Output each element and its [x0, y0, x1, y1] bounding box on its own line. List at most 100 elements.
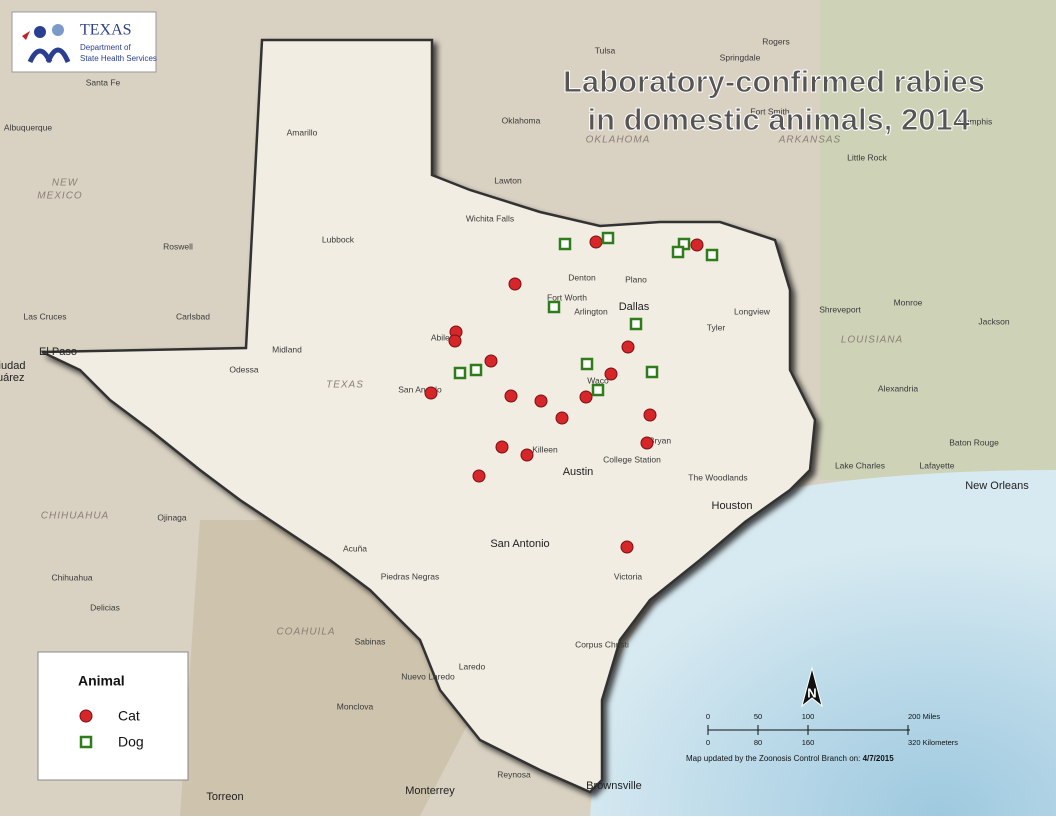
place-label: Abilene [431, 332, 460, 342]
cat-case [495, 440, 509, 454]
place-label: Monterrey [405, 785, 455, 797]
place-label: New Orleans [965, 480, 1029, 492]
cat-case [621, 340, 635, 354]
place-label: Victoria [614, 571, 642, 581]
place-label: San Angelo [398, 384, 442, 394]
place-label: Juárez [0, 372, 25, 384]
place-label: Monclova [337, 701, 374, 711]
logo-title: TEXAS [80, 22, 132, 39]
scale-label-miles: 0 [706, 712, 710, 721]
logo-figure [52, 24, 64, 36]
cat-case [579, 390, 593, 404]
logo-line: Department of [80, 43, 131, 52]
texas-outline [41, 38, 817, 794]
place-label: Plano [625, 274, 647, 284]
cat-case [690, 238, 704, 252]
cat-case [604, 367, 618, 381]
place-label: El Paso [39, 346, 77, 358]
place-label: COAHUILA [276, 627, 335, 638]
credit-text: Map updated by the Zoonosis Control Bran… [686, 754, 860, 763]
place-label: Jackson [978, 316, 1009, 326]
place-label: Lafayette [920, 460, 955, 470]
logo-star [22, 31, 30, 40]
place-label: Baton Rouge [949, 437, 999, 447]
place-label: Waco [587, 375, 609, 385]
place-labels: Santa Fe Albuquerque NEW MEXICO Roswell Las C… [0, 36, 1029, 803]
logo-line: State Health Services [80, 54, 157, 63]
place-label: Reynosa [497, 769, 531, 779]
cat-case [555, 411, 569, 425]
place-label: Austin [563, 466, 594, 478]
scale-label-miles: 200 Miles [908, 712, 940, 721]
cat-case [472, 469, 486, 483]
place-label: Little Rock [847, 152, 887, 162]
place-label: Ojinaga [157, 512, 187, 522]
place-label: Brownsville [586, 780, 642, 792]
place-label: Midland [272, 344, 302, 354]
place-label: Chihuahua [51, 572, 92, 582]
place-label: Tulsa [595, 45, 616, 55]
legend-cat-symbol [79, 709, 93, 723]
credit-date: 4/7/2015 [863, 754, 895, 763]
place-label: ARKANSAS [778, 135, 841, 146]
place-label: Arlington [574, 306, 608, 316]
place-label: Lubbock [322, 234, 355, 244]
scale-label-km: 320 Kilometers [908, 738, 958, 747]
place-label: Dallas [619, 301, 650, 313]
dog-case [645, 365, 659, 379]
dog-case [469, 363, 483, 377]
place-label: Torreon [206, 791, 243, 803]
logo-figure [34, 26, 46, 38]
dog-case [580, 357, 594, 371]
dog-case [591, 383, 605, 397]
cat-case [448, 334, 462, 348]
place-label: Odessa [229, 364, 259, 374]
legend-label: Cat [118, 708, 140, 724]
place-label: Houston [712, 500, 753, 512]
scale-label-km: 80 [754, 738, 762, 747]
scale-label-km: 160 [802, 738, 815, 747]
credit: Map updated by the Zoonosis Control Bran… [686, 754, 894, 763]
place-label: Santa Fe [86, 77, 121, 87]
scale-bar: 0 50 100 200 Miles 0 80 160 320 Kilometers [706, 712, 958, 747]
place-label: Ciudad [0, 360, 25, 372]
place-label: Oklahoma [502, 115, 541, 125]
place-label: Corpus Christi [575, 639, 629, 649]
cat-case [508, 277, 522, 291]
place-label: TEXAS [326, 380, 364, 391]
north-label: N [807, 685, 816, 700]
cat-case [484, 354, 498, 368]
cat-case [534, 394, 548, 408]
place-label: Sabinas [355, 636, 386, 646]
dog-case [629, 317, 643, 331]
cat-case [520, 448, 534, 462]
map-title: in domestic animals, 2014 [587, 102, 970, 137]
dog-case [671, 245, 685, 259]
scale-label-km: 0 [706, 738, 710, 747]
dog-case [453, 366, 467, 380]
dog-case [547, 300, 561, 314]
place-label: Nuevo Laredo [401, 671, 455, 681]
gulf-water [590, 470, 1056, 816]
place-label: San Antonio [490, 538, 549, 550]
place-label: Shreveport [819, 304, 861, 314]
dog-case [705, 248, 719, 262]
place-label: Fort Smith [750, 106, 789, 116]
place-label: Roswell [163, 241, 193, 251]
scale-label-miles: 100 [802, 712, 815, 721]
place-label: College Station [603, 454, 661, 464]
place-label: NEW [52, 178, 79, 189]
dog-case [601, 231, 615, 245]
place-label: Delicias [90, 602, 120, 612]
north-arrow [801, 666, 823, 708]
logo-figures [27, 47, 71, 64]
place-label: Tyler [707, 322, 726, 332]
cat-case [620, 540, 634, 554]
legend-box [37, 651, 189, 781]
place-label: Fort Worth [547, 292, 587, 302]
place-label: Piedras Negras [381, 571, 440, 581]
map-title: Laboratory-confirmed rabies [563, 64, 985, 99]
legend-title: Animal [78, 673, 125, 689]
place-label: Lake Charles [835, 460, 885, 470]
